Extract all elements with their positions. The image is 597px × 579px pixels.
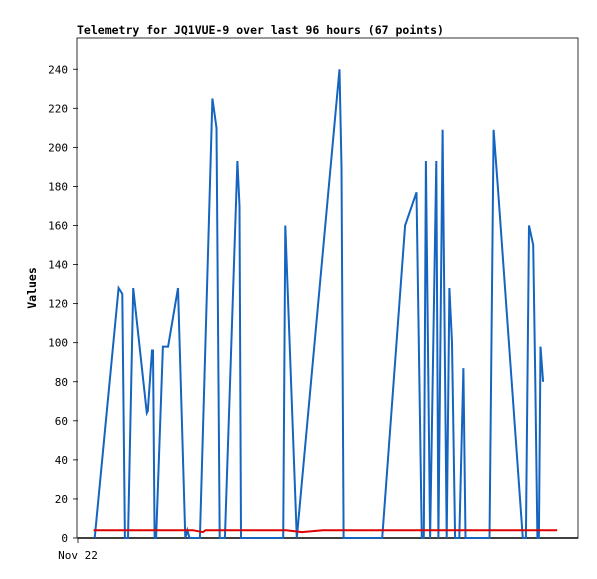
- y-tick-label-160: 160: [48, 220, 68, 233]
- series-line-0: [93, 69, 545, 539]
- y-tick-label-200: 200: [48, 141, 68, 154]
- x-tick-label-nov-22: Nov 22: [58, 549, 98, 562]
- plot-area-frame: [76, 37, 579, 539]
- series-layer: [78, 69, 578, 539]
- y-tick-label-20: 20: [55, 493, 68, 506]
- y-tick-label-60: 60: [55, 415, 68, 428]
- series-line-1: [93, 529, 558, 534]
- y-axis-ticks: 0 20 40 60 80 100 120 140 160 180 200 220 240: [48, 63, 78, 545]
- y-tick-label-100: 100: [48, 337, 68, 350]
- y-tick-label-220: 220: [48, 102, 68, 115]
- y-tick-label-240: 240: [48, 63, 68, 76]
- y-tick-label-140: 140: [48, 259, 68, 272]
- y-tick-label-180: 180: [48, 180, 68, 193]
- chart-title: Telemetry for JQ1VUE-9 over last 96 hour…: [77, 23, 444, 37]
- y-tick-label-0: 0: [61, 532, 68, 545]
- y-tick-label-40: 40: [55, 454, 68, 467]
- y-tick-label-80: 80: [55, 376, 68, 389]
- y-axis-label: Values: [25, 267, 39, 309]
- y-tick-label-120: 120: [48, 298, 68, 311]
